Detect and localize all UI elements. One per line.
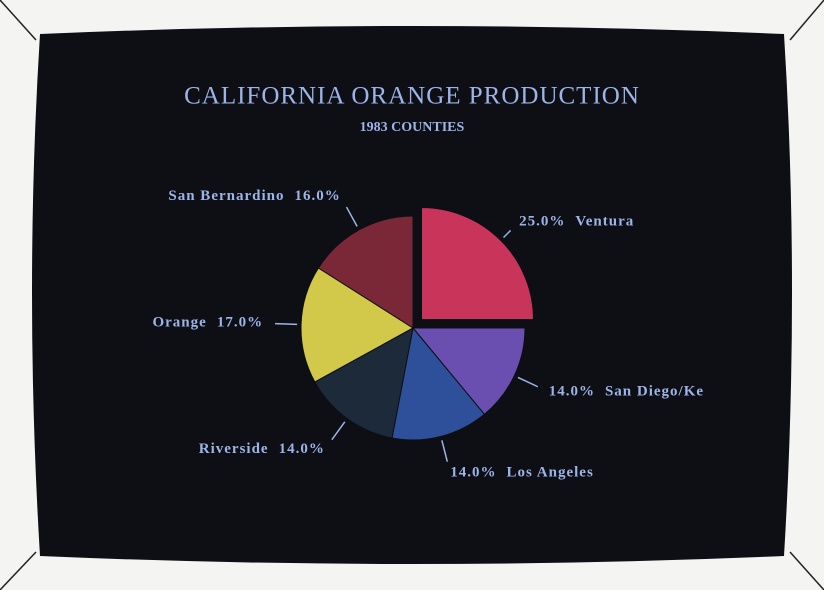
value-label: 17.0% xyxy=(217,315,263,331)
value-label: 14.0% xyxy=(279,441,325,457)
slice-label: Orange xyxy=(152,315,206,331)
screen-photo: CALIFORNIA ORANGE PRODUCTION 1983 COUNTI… xyxy=(0,0,824,590)
leader-line xyxy=(275,324,297,325)
value-label: 14.0% xyxy=(450,465,496,481)
slice-label: San Diego/Ke xyxy=(605,383,704,399)
chart-subtitle: 1983 COUNTIES xyxy=(360,120,465,135)
slice-label: Los Angeles xyxy=(507,465,594,481)
slice-label: Ventura xyxy=(575,213,634,229)
value-label: 16.0% xyxy=(294,188,340,204)
slice-label: San Bernardino xyxy=(168,188,284,204)
value-label: 14.0% xyxy=(549,383,595,399)
slice-label: Riverside xyxy=(199,441,269,457)
chart-title: CALIFORNIA ORANGE PRODUCTION xyxy=(184,83,640,110)
value-label: 25.0% xyxy=(519,213,565,229)
